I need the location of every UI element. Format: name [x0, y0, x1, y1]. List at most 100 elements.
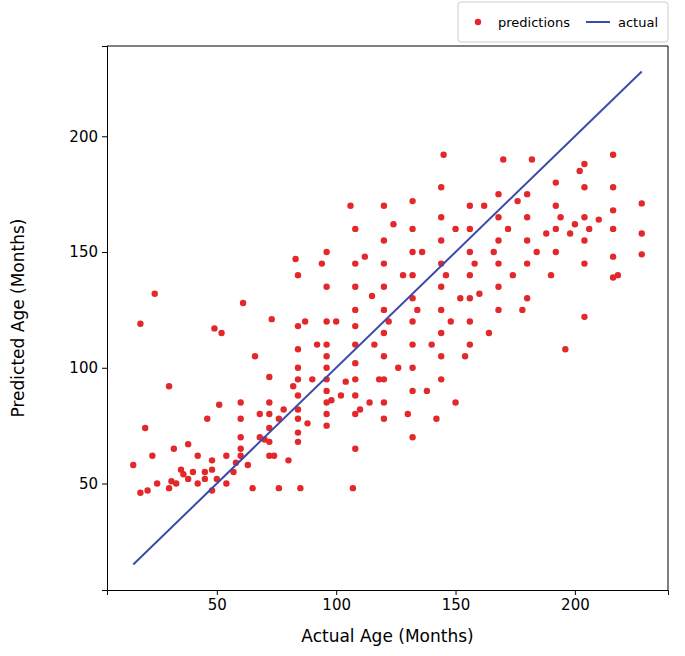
point	[495, 307, 501, 313]
plot: 5010015020050100150200	[69, 46, 668, 614]
legend-label: predictions	[498, 15, 570, 30]
point	[553, 179, 559, 185]
point	[491, 249, 497, 255]
point	[137, 490, 143, 496]
point	[257, 411, 263, 417]
point	[438, 284, 444, 290]
tick-label: 150	[69, 243, 98, 261]
point	[381, 353, 387, 359]
point	[567, 230, 573, 236]
point	[333, 318, 339, 324]
point	[476, 290, 482, 296]
point	[249, 485, 255, 491]
point	[405, 411, 411, 417]
point	[409, 365, 415, 371]
point	[610, 253, 616, 259]
point	[211, 325, 217, 331]
point	[295, 346, 301, 352]
point	[309, 376, 315, 382]
point	[266, 439, 272, 445]
point	[362, 253, 368, 259]
point	[443, 272, 449, 278]
point	[524, 295, 530, 301]
point	[371, 341, 377, 347]
point	[323, 341, 329, 347]
point	[314, 341, 320, 347]
chart: 5010015020050100150200Actual Age (Months…	[0, 0, 685, 656]
y-axis: 50100150200	[69, 47, 107, 591]
point	[240, 300, 246, 306]
tick-mark	[102, 484, 107, 485]
point	[166, 485, 172, 491]
point	[409, 341, 415, 347]
point	[409, 272, 415, 278]
point	[223, 453, 229, 459]
point	[180, 471, 186, 477]
point	[596, 216, 602, 222]
point	[581, 237, 587, 243]
legend-item: actual	[586, 15, 658, 30]
point	[610, 152, 616, 158]
point	[295, 323, 301, 329]
point	[467, 249, 473, 255]
point	[352, 226, 358, 232]
tick-label: 100	[69, 359, 98, 377]
point	[190, 469, 196, 475]
x-axis: 50100150200	[108, 590, 669, 614]
point	[553, 203, 559, 209]
point	[173, 480, 179, 486]
point	[610, 226, 616, 232]
point	[452, 226, 458, 232]
point	[581, 161, 587, 167]
point	[381, 260, 387, 266]
tick: 50	[79, 475, 107, 493]
point	[409, 249, 415, 255]
point	[252, 353, 258, 359]
point	[295, 439, 301, 445]
point	[467, 272, 473, 278]
legend: predictions actual	[458, 2, 668, 42]
legend-swatch	[475, 19, 481, 25]
axis-line	[102, 47, 108, 591]
point	[610, 184, 616, 190]
point	[352, 360, 358, 366]
legend-label: actual	[618, 15, 658, 30]
point	[171, 446, 177, 452]
point	[266, 374, 272, 380]
point	[280, 406, 286, 412]
point	[581, 314, 587, 320]
point	[319, 260, 325, 266]
point	[486, 330, 492, 336]
point	[481, 203, 487, 209]
point	[292, 256, 298, 262]
point	[152, 290, 158, 296]
point	[323, 318, 329, 324]
scatter-series	[130, 152, 645, 496]
line	[133, 71, 641, 564]
tick: 150	[69, 243, 107, 261]
point	[237, 446, 243, 452]
point	[381, 237, 387, 243]
point	[524, 237, 530, 243]
point	[395, 365, 401, 371]
point	[400, 272, 406, 278]
point	[202, 469, 208, 475]
point	[295, 376, 301, 382]
point	[130, 462, 136, 468]
y-axis-title: Predicted Age (Months)	[8, 219, 28, 418]
tick-mark	[336, 590, 337, 595]
point	[553, 249, 559, 255]
point	[495, 214, 501, 220]
point	[295, 392, 301, 398]
point	[204, 415, 210, 421]
point	[615, 272, 621, 278]
tick-mark	[102, 368, 107, 369]
point	[581, 184, 587, 190]
point	[438, 237, 444, 243]
point	[557, 214, 563, 220]
point	[519, 307, 525, 313]
tick: 200	[561, 590, 590, 614]
point	[548, 272, 554, 278]
point	[357, 406, 363, 412]
point	[323, 422, 329, 428]
